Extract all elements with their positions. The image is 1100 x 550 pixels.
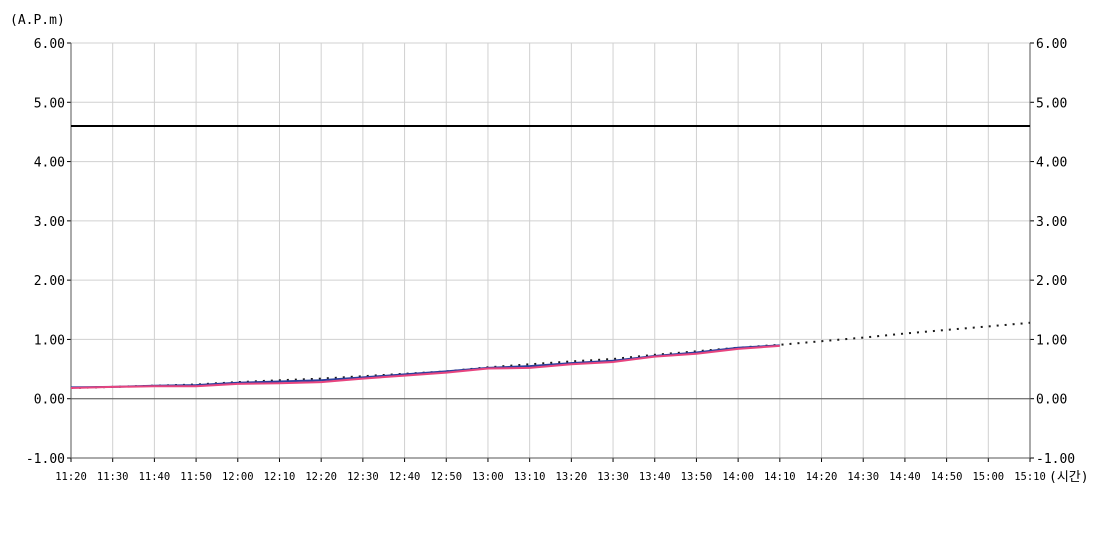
x-tick-label: 15:10 <box>1014 471 1046 483</box>
x-tick-label: 12:10 <box>264 471 296 483</box>
series-line-2 <box>70 344 780 389</box>
reference-lines <box>71 125 1030 400</box>
x-tick-label: 13:50 <box>681 471 713 483</box>
x-tick-label: 12:50 <box>430 471 462 483</box>
x-tick-label: 12:20 <box>305 471 337 483</box>
y-tick-label-right: 5.00 <box>1036 96 1067 111</box>
y-tick-label-left: 5.00 <box>34 96 65 111</box>
x-tick-label: 13:00 <box>472 471 504 483</box>
series-lines <box>70 321 1031 389</box>
x-tick-label: 14:20 <box>806 471 838 483</box>
x-tick-label: 14:00 <box>722 471 754 483</box>
axis-labels: 11:20 11:30 11:40 11:50 12:00 12:10 12:20 12:30… <box>26 37 1075 483</box>
y-tick-label-left: 2.00 <box>34 274 65 289</box>
x-tick-label: 13:40 <box>639 471 671 483</box>
x-tick-label: 11:40 <box>139 471 171 483</box>
y-tick-label-right: 2.00 <box>1036 274 1067 289</box>
x-tick-label: 11:30 <box>97 471 129 483</box>
x-tick-label: 14:50 <box>931 471 963 483</box>
x-tick-label: 13:20 <box>556 471 588 483</box>
y-axis-unit-label: (A.P.m) <box>10 13 65 28</box>
x-tick-label: 13:10 <box>514 471 546 483</box>
x-tick-label: 11:50 <box>180 471 212 483</box>
y-tick-label-left: 4.00 <box>34 156 65 171</box>
y-tick-label-right: 6.00 <box>1036 37 1067 52</box>
x-tick-label: 11:20 <box>55 471 87 483</box>
y-tick-label-right: 1.00 <box>1036 333 1067 348</box>
axes <box>67 42 1034 462</box>
y-tick-label-left: 0.00 <box>34 393 65 408</box>
y-tick-label-left: 3.00 <box>34 215 65 230</box>
y-tick-label-right: 0.00 <box>1036 393 1067 408</box>
series-line-1 <box>70 321 1031 389</box>
x-tick-label: 13:30 <box>597 471 629 483</box>
x-tick-label: 14:40 <box>889 471 921 483</box>
y-tick-label-right: -1.00 <box>1036 452 1075 467</box>
x-axis-unit-label: (시간) <box>1049 470 1089 485</box>
x-tick-label: 12:00 <box>222 471 254 483</box>
y-tick-label-left: 1.00 <box>34 333 65 348</box>
y-tick-label-left: -1.00 <box>26 452 65 467</box>
x-tick-label: 12:40 <box>389 471 421 483</box>
x-tick-label: 15:00 <box>972 471 1004 483</box>
grid <box>70 42 1031 459</box>
y-tick-label-right: 3.00 <box>1036 215 1067 230</box>
x-tick-label: 14:30 <box>847 471 879 483</box>
y-tick-label-right: 4.00 <box>1036 156 1067 171</box>
y-tick-label-left: 6.00 <box>34 37 65 52</box>
x-tick-label: 14:10 <box>764 471 796 483</box>
series-line-3 <box>70 344 780 389</box>
x-tick-label: 12:30 <box>347 471 379 483</box>
